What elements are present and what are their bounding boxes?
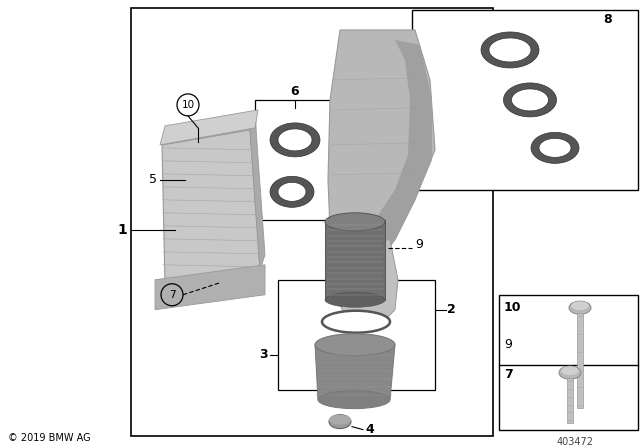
Text: 10: 10 (181, 100, 195, 110)
Bar (567, 378, 573, 423)
Bar (255, 100, 335, 220)
Ellipse shape (325, 213, 385, 231)
Bar (131, 8, 493, 435)
Polygon shape (160, 110, 258, 145)
Text: 6: 6 (291, 86, 300, 99)
Polygon shape (162, 115, 255, 145)
Ellipse shape (322, 311, 390, 333)
PathPatch shape (270, 177, 314, 207)
Polygon shape (328, 30, 435, 270)
Polygon shape (338, 240, 398, 328)
Text: 1: 1 (117, 223, 127, 237)
Polygon shape (355, 40, 432, 270)
Text: 9: 9 (415, 238, 423, 251)
Ellipse shape (329, 415, 351, 429)
Ellipse shape (325, 292, 385, 307)
Polygon shape (155, 265, 265, 310)
Ellipse shape (329, 415, 351, 425)
Text: 5: 5 (149, 173, 157, 186)
Text: © 2019 BMW AG: © 2019 BMW AG (8, 433, 91, 443)
Text: 8: 8 (604, 13, 612, 26)
Text: 7: 7 (169, 290, 175, 300)
Text: 4: 4 (365, 423, 374, 436)
PathPatch shape (531, 133, 579, 164)
Polygon shape (250, 115, 265, 270)
Ellipse shape (559, 366, 581, 379)
Ellipse shape (569, 301, 591, 314)
Polygon shape (412, 10, 638, 190)
Polygon shape (162, 130, 260, 285)
PathPatch shape (481, 32, 539, 68)
PathPatch shape (270, 123, 320, 157)
PathPatch shape (504, 83, 557, 117)
Text: 7: 7 (504, 368, 513, 381)
Bar (278, 280, 435, 390)
Ellipse shape (561, 366, 579, 375)
Ellipse shape (315, 334, 395, 356)
Text: 9: 9 (504, 338, 512, 351)
Text: 3: 3 (259, 348, 268, 361)
Text: 10: 10 (504, 301, 522, 314)
Ellipse shape (318, 391, 390, 409)
Bar (577, 313, 583, 408)
Bar (499, 295, 638, 430)
Text: 2: 2 (447, 303, 456, 316)
Text: 403472: 403472 (557, 437, 593, 447)
Ellipse shape (572, 302, 589, 310)
Bar (325, 220, 385, 300)
Polygon shape (315, 345, 395, 400)
